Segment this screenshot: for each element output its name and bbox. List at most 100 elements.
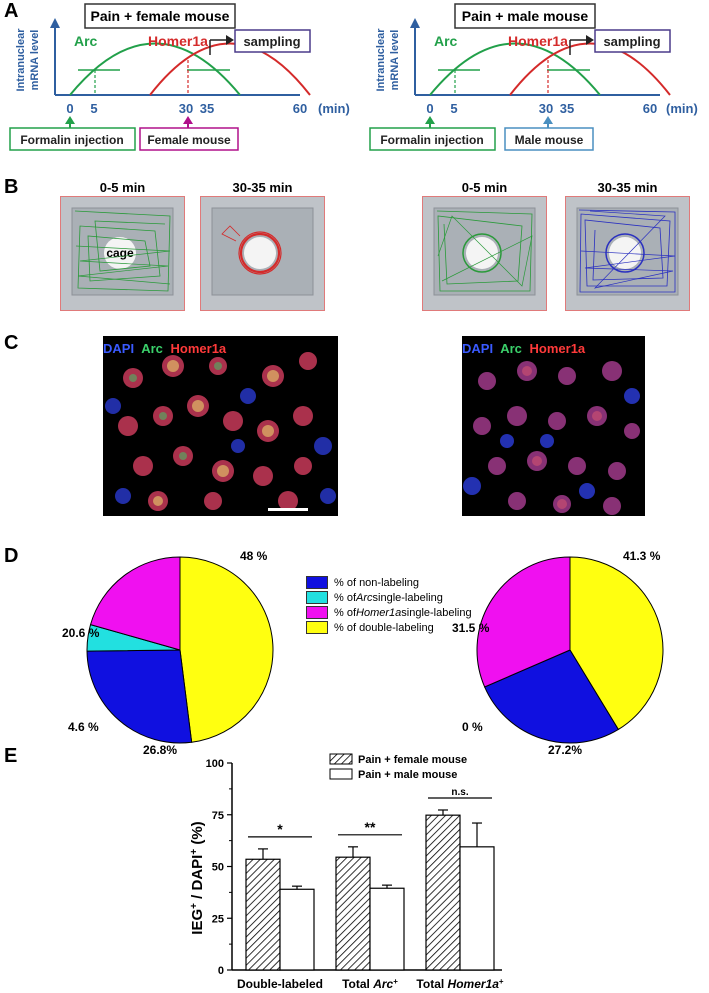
bar [369,887,405,971]
pie-slice [569,556,664,731]
svg-text:30: 30 [539,101,553,116]
svg-text:35: 35 [200,101,214,116]
pie-value-label: 41.3 % [623,549,661,563]
pie-slice [89,556,181,651]
panel-letter-e: E [4,745,18,767]
ylabel-line1: Intranuclear [15,28,27,92]
bar [335,856,371,971]
bar [425,814,461,971]
panel-a-left-title: Pain + female mouse [91,8,230,24]
panel-b-label-2: 30-35 min [232,180,293,195]
cage-photo-4 [565,196,690,311]
homer-stain-label: Homer1a [171,341,227,356]
pie-slice [86,649,193,744]
pie-slice [179,556,274,743]
y-axis-label: IEG+ / DAPI+ (%) [189,821,207,934]
svg-text:5: 5 [90,101,97,116]
arc-label: Arc [74,33,98,49]
legend-item-homer: % of Homer1a single-labeling [306,606,472,619]
svg-text:Formalin injection: Formalin injection [380,133,483,147]
bar [279,888,315,971]
bar [245,858,281,971]
bar-chart: IEG+ / DAPI+ (%) Pain + female mouse Pai… [189,753,504,992]
micrograph-female: DAPI Arc Homer1a [103,336,338,516]
sampling-label: sampling [243,34,300,49]
significance-label: ** [365,819,376,835]
pie-value-label: 48 % [240,549,268,563]
x-tick-label: Total Homer1a+ [416,977,503,992]
homer-label: Homer1a [148,33,208,49]
panel-b-label-3: 0-5 min [461,180,508,195]
dapi-label: DAPI [103,341,134,356]
panel-a-left-title-box [84,3,236,29]
svg-text:DAPI Arc Homer1a: DAPI Arc Homer1a [462,341,586,356]
pie-value-label: 4.6 % [68,720,99,734]
svg-text:0: 0 [66,101,73,116]
svg-text:Intranuclear: Intranuclear [375,28,387,92]
pie-value-label: 31.5 % [452,621,490,635]
svg-text:mRNA level: mRNA level [389,30,401,91]
pie-value-label: 0 % [462,720,483,734]
svg-text:60: 60 [293,101,307,116]
bar [459,846,495,971]
cage-photo-1: cage [60,196,185,311]
pie-slice [483,649,620,744]
y-tick-label: 50 [212,862,224,874]
panel-a-right-title: Pain + male mouse [462,8,589,24]
y-tick-label: 0 [218,965,224,977]
panel-a-right-diagram: Pain + male mouse Intranuclear mRNA leve… [369,3,698,151]
cage-label: cage [106,246,134,260]
panel-b-label-1: 0-5 min [99,180,146,195]
svg-text:DAPI Arc Homer1a: DAPI Arc Homer1a [103,341,227,356]
female-box-label: Female mouse [147,133,231,147]
y-tick-label: 100 [206,758,224,770]
pie-legend: % of non-labeling % of Arc single-labeli… [306,576,476,646]
x-tick-label: Double-labeled [237,977,323,991]
svg-text:Arc: Arc [434,33,458,49]
legend-item-nonlabel: % of non-labeling [306,576,419,589]
panel-letter-d: D [4,545,19,567]
legend-male: Pain + male mouse [358,769,457,781]
arc-stain-label: Arc [141,341,163,356]
formalin-box-label: Formalin injection [20,133,123,147]
significance-label: n.s. [451,787,468,798]
svg-text:(min): (min) [318,101,350,116]
legend-swatch [306,606,328,619]
y-tick-label: 25 [212,913,224,925]
legend-female: Pain + female mouse [358,754,467,766]
pie-value-label: 27.2% [548,743,582,755]
panel-letter-a: A [4,0,19,22]
cage-photo-3 [422,196,547,311]
svg-text:sampling: sampling [603,34,660,49]
svg-text:0: 0 [426,101,433,116]
pie-slice [476,556,571,688]
panel-b-label-4: 30-35 min [597,180,658,195]
y-tick-label: 75 [212,810,224,822]
pie-chart-female: 26.8% 4.6 % 20.6 % 48 % [62,549,274,755]
male-box-label: Male mouse [515,133,584,147]
x-tick-label: Total Arc+ [342,977,398,992]
svg-text:(min): (min) [666,101,698,116]
legend-item-arc: % of Arc single-labeling [306,591,443,604]
significance-label: * [277,821,283,837]
ylabel-line2: mRNA level [29,30,41,91]
svg-text:30: 30 [179,101,193,116]
legend-item-double: % of double-labeling [306,621,434,634]
legend-swatch-female [329,753,353,765]
legend-swatch [306,576,328,589]
pie-value-label: 26.8% [143,743,177,755]
svg-text:5: 5 [450,101,457,116]
panel-letter-c: C [4,332,19,354]
cage-photo-2 [200,196,325,311]
svg-text:35: 35 [560,101,574,116]
svg-text:Homer1a: Homer1a [508,33,568,49]
legend-swatch-male [329,768,353,780]
panel-letter-b: B [4,176,19,198]
pie-chart-male: 27.2% 0 % 31.5 % 41.3 % [452,549,664,755]
legend-swatch [306,621,328,634]
svg-text:60: 60 [643,101,657,116]
legend-swatch [306,591,328,604]
micrograph-male: DAPI Arc Homer1a [462,336,645,516]
pie-value-label: 20.6 % [62,626,100,640]
panel-a-left-diagram: Pain + female mouse Intranuclear mRNA le… [9,3,350,151]
